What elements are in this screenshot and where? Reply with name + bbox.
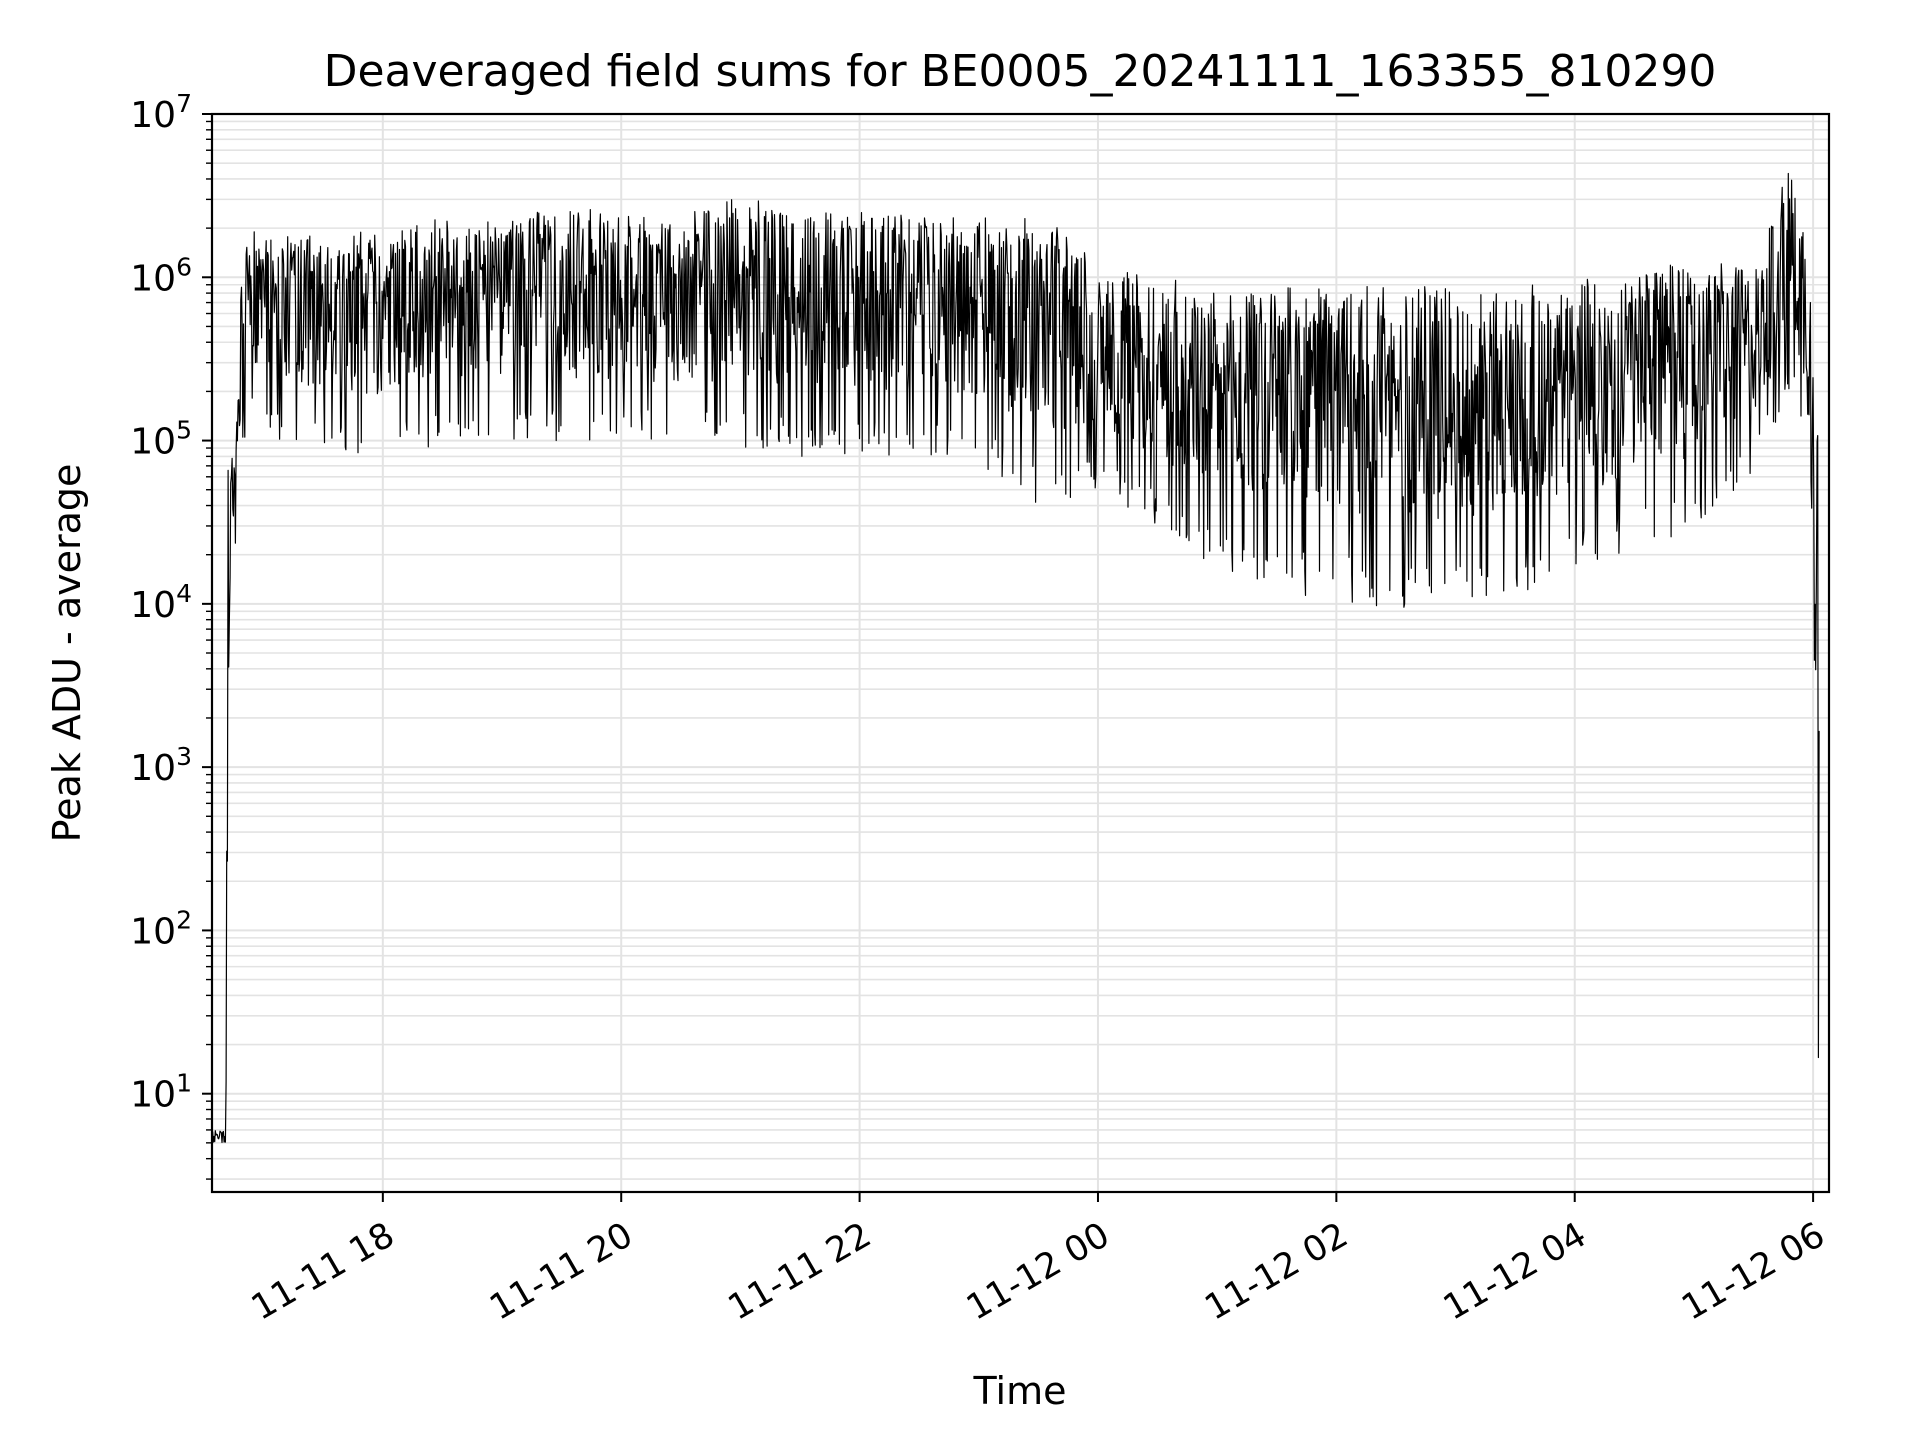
y-tick-label: 103 [130,742,192,789]
x-tick-label: 11-12 04 [1437,1215,1593,1328]
x-tick-label: 11-12 06 [1675,1215,1831,1328]
x-tick-label: 11-11 20 [483,1215,639,1328]
chart-title: Deaveraged field sums for BE0005_2024111… [324,46,1717,97]
y-axis-label: Peak ADU - average [45,464,89,843]
x-tick-label: 11-12 02 [1199,1215,1355,1328]
x-tick-label: 11-12 00 [960,1215,1116,1328]
x-axis-label: Time [973,1369,1067,1413]
y-tick-label: 102 [130,905,192,952]
plot-area [211,172,1820,1144]
y-tick-label: 105 [130,416,192,463]
y-tick-label: 106 [130,252,192,299]
series-line [211,172,1820,1144]
x-tick-label: 11-11 22 [722,1215,878,1328]
y-tick-label: 104 [130,579,192,626]
y-tick-label: 101 [130,1069,192,1116]
x-tick-label: 11-11 18 [245,1215,401,1328]
y-tick-label: 107 [130,89,192,136]
